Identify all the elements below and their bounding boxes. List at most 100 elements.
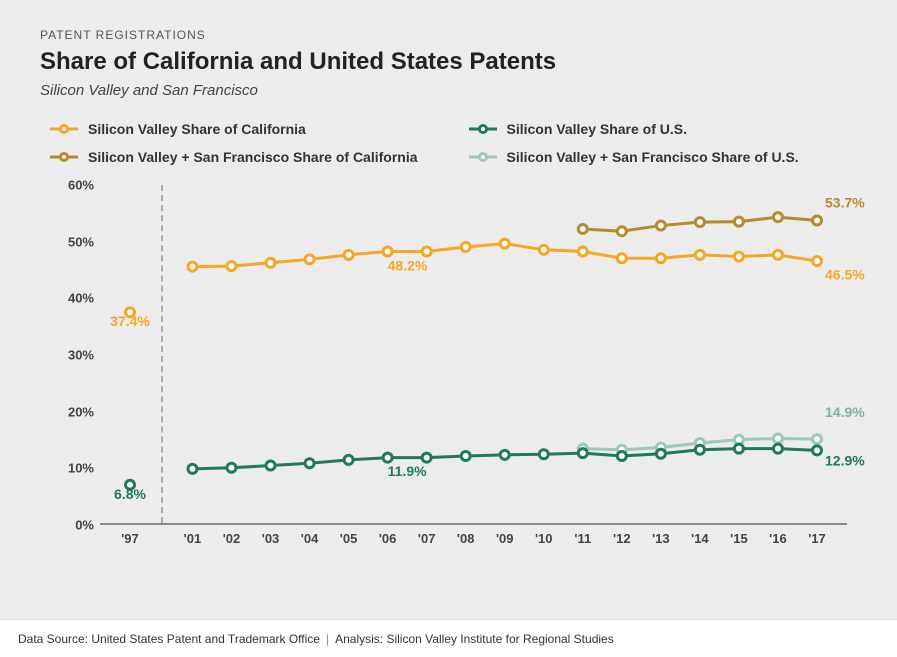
series-marker: [188, 262, 197, 271]
series-marker: [500, 450, 509, 459]
data-label: 14.9%: [825, 404, 865, 420]
series-marker: [539, 450, 548, 459]
series-marker: [461, 451, 470, 460]
y-tick-label: 40%: [68, 291, 94, 306]
series-marker: [695, 218, 704, 227]
legend-label: Silicon Valley + San Francisco Share of …: [88, 149, 418, 165]
series-marker: [539, 245, 548, 254]
series-marker: [617, 254, 626, 263]
legend-item: Silicon Valley Share of U.S.: [469, 121, 858, 137]
series-marker: [227, 262, 236, 271]
x-tick-label: '05: [340, 531, 358, 546]
y-tick-label: 20%: [68, 404, 94, 419]
series-marker: [344, 455, 353, 464]
gap-divider: [161, 185, 163, 523]
series-marker: [188, 464, 197, 473]
x-tick-label: '97: [121, 531, 139, 546]
legend-item: Silicon Valley + San Francisco Share of …: [469, 149, 858, 165]
x-tick-label: '08: [457, 531, 475, 546]
data-label: 53.7%: [825, 195, 865, 211]
series-marker: [500, 239, 509, 248]
source-text: United States Patent and Trademark Offic…: [91, 632, 320, 646]
data-label: 48.2%: [388, 258, 428, 274]
data-label: 46.5%: [825, 267, 865, 283]
series-marker: [305, 255, 314, 264]
legend-swatch: [50, 150, 78, 164]
chart-title: Share of California and United States Pa…: [40, 48, 857, 76]
series-marker: [344, 250, 353, 259]
legend: Silicon Valley Share of California Silico…: [40, 121, 857, 165]
series-marker: [656, 254, 665, 263]
chart-card: PATENT REGISTRATIONS Share of California…: [0, 0, 897, 657]
series-marker: [383, 247, 392, 256]
y-tick-label: 10%: [68, 461, 94, 476]
series-marker: [695, 250, 704, 259]
series-marker: [813, 257, 822, 266]
analysis-prefix: Analysis:: [335, 632, 383, 646]
x-tick-label: '09: [496, 531, 514, 546]
chart-area: 0%10%20%30%40%50%60% 37.4%48.2%46.5%53.7…: [40, 185, 857, 565]
series-marker: [773, 250, 782, 259]
legend-swatch: [50, 122, 78, 136]
series-marker: [656, 449, 665, 458]
series-marker: [578, 449, 587, 458]
legend-swatch: [469, 150, 497, 164]
plot-area: 37.4%48.2%46.5%53.7%14.9%6.8%11.9%12.9%: [100, 185, 847, 525]
series-marker: [773, 444, 782, 453]
y-tick-label: 60%: [68, 178, 94, 193]
legend-item: Silicon Valley + San Francisco Share of …: [50, 149, 439, 165]
series-marker: [578, 247, 587, 256]
series-marker: [305, 459, 314, 468]
y-tick-label: 50%: [68, 234, 94, 249]
series-marker: [617, 451, 626, 460]
series-marker: [422, 247, 431, 256]
series-marker: [813, 216, 822, 225]
legend-label: Silicon Valley + San Francisco Share of …: [507, 149, 799, 165]
x-tick-label: '02: [223, 531, 241, 546]
line-chart-svg: 37.4%48.2%46.5%53.7%14.9%6.8%11.9%12.9%: [100, 185, 847, 523]
x-tick-label: '14: [691, 531, 709, 546]
series-marker: [734, 444, 743, 453]
series-marker: [422, 453, 431, 462]
series-marker: [813, 435, 822, 444]
source-separator: |: [326, 632, 329, 646]
x-tick-label: '10: [535, 531, 553, 546]
series-marker: [656, 221, 665, 230]
x-tick-label: '15: [730, 531, 748, 546]
source-prefix: Data Source:: [18, 632, 88, 646]
series-marker: [266, 258, 275, 267]
series-marker: [773, 434, 782, 443]
x-tick-label: '04: [301, 531, 319, 546]
series-marker: [383, 453, 392, 462]
series-marker: [734, 217, 743, 226]
series-marker: [695, 445, 704, 454]
series-marker: [461, 242, 470, 251]
x-tick-label: '17: [808, 531, 826, 546]
series-marker: [773, 213, 782, 222]
y-tick-label: 0%: [75, 518, 94, 533]
y-axis: 0%10%20%30%40%50%60%: [40, 185, 100, 525]
x-tick-label: '11: [574, 531, 591, 546]
data-label: 37.4%: [110, 313, 150, 329]
source-bar: Data Source: United States Patent and Tr…: [0, 619, 897, 657]
series-marker: [578, 224, 587, 233]
x-tick-label: '16: [769, 531, 787, 546]
series-marker: [617, 227, 626, 236]
data-label: 6.8%: [114, 486, 146, 502]
x-tick-label: '01: [184, 531, 202, 546]
analysis-text: Silicon Valley Institute for Regional St…: [386, 632, 613, 646]
eyebrow: PATENT REGISTRATIONS: [40, 28, 857, 42]
series-marker: [734, 252, 743, 261]
x-tick-label: '07: [418, 531, 436, 546]
data-label: 11.9%: [388, 463, 427, 479]
chart-subtitle: Silicon Valley and San Francisco: [40, 82, 857, 99]
x-tick-label: '12: [613, 531, 631, 546]
legend-label: Silicon Valley Share of U.S.: [507, 121, 688, 137]
x-tick-label: '03: [262, 531, 280, 546]
x-tick-label: '06: [379, 531, 397, 546]
series-marker: [227, 463, 236, 472]
y-tick-label: 30%: [68, 348, 94, 363]
legend-item: Silicon Valley Share of California: [50, 121, 439, 137]
x-tick-label: '13: [652, 531, 670, 546]
legend-swatch: [469, 122, 497, 136]
